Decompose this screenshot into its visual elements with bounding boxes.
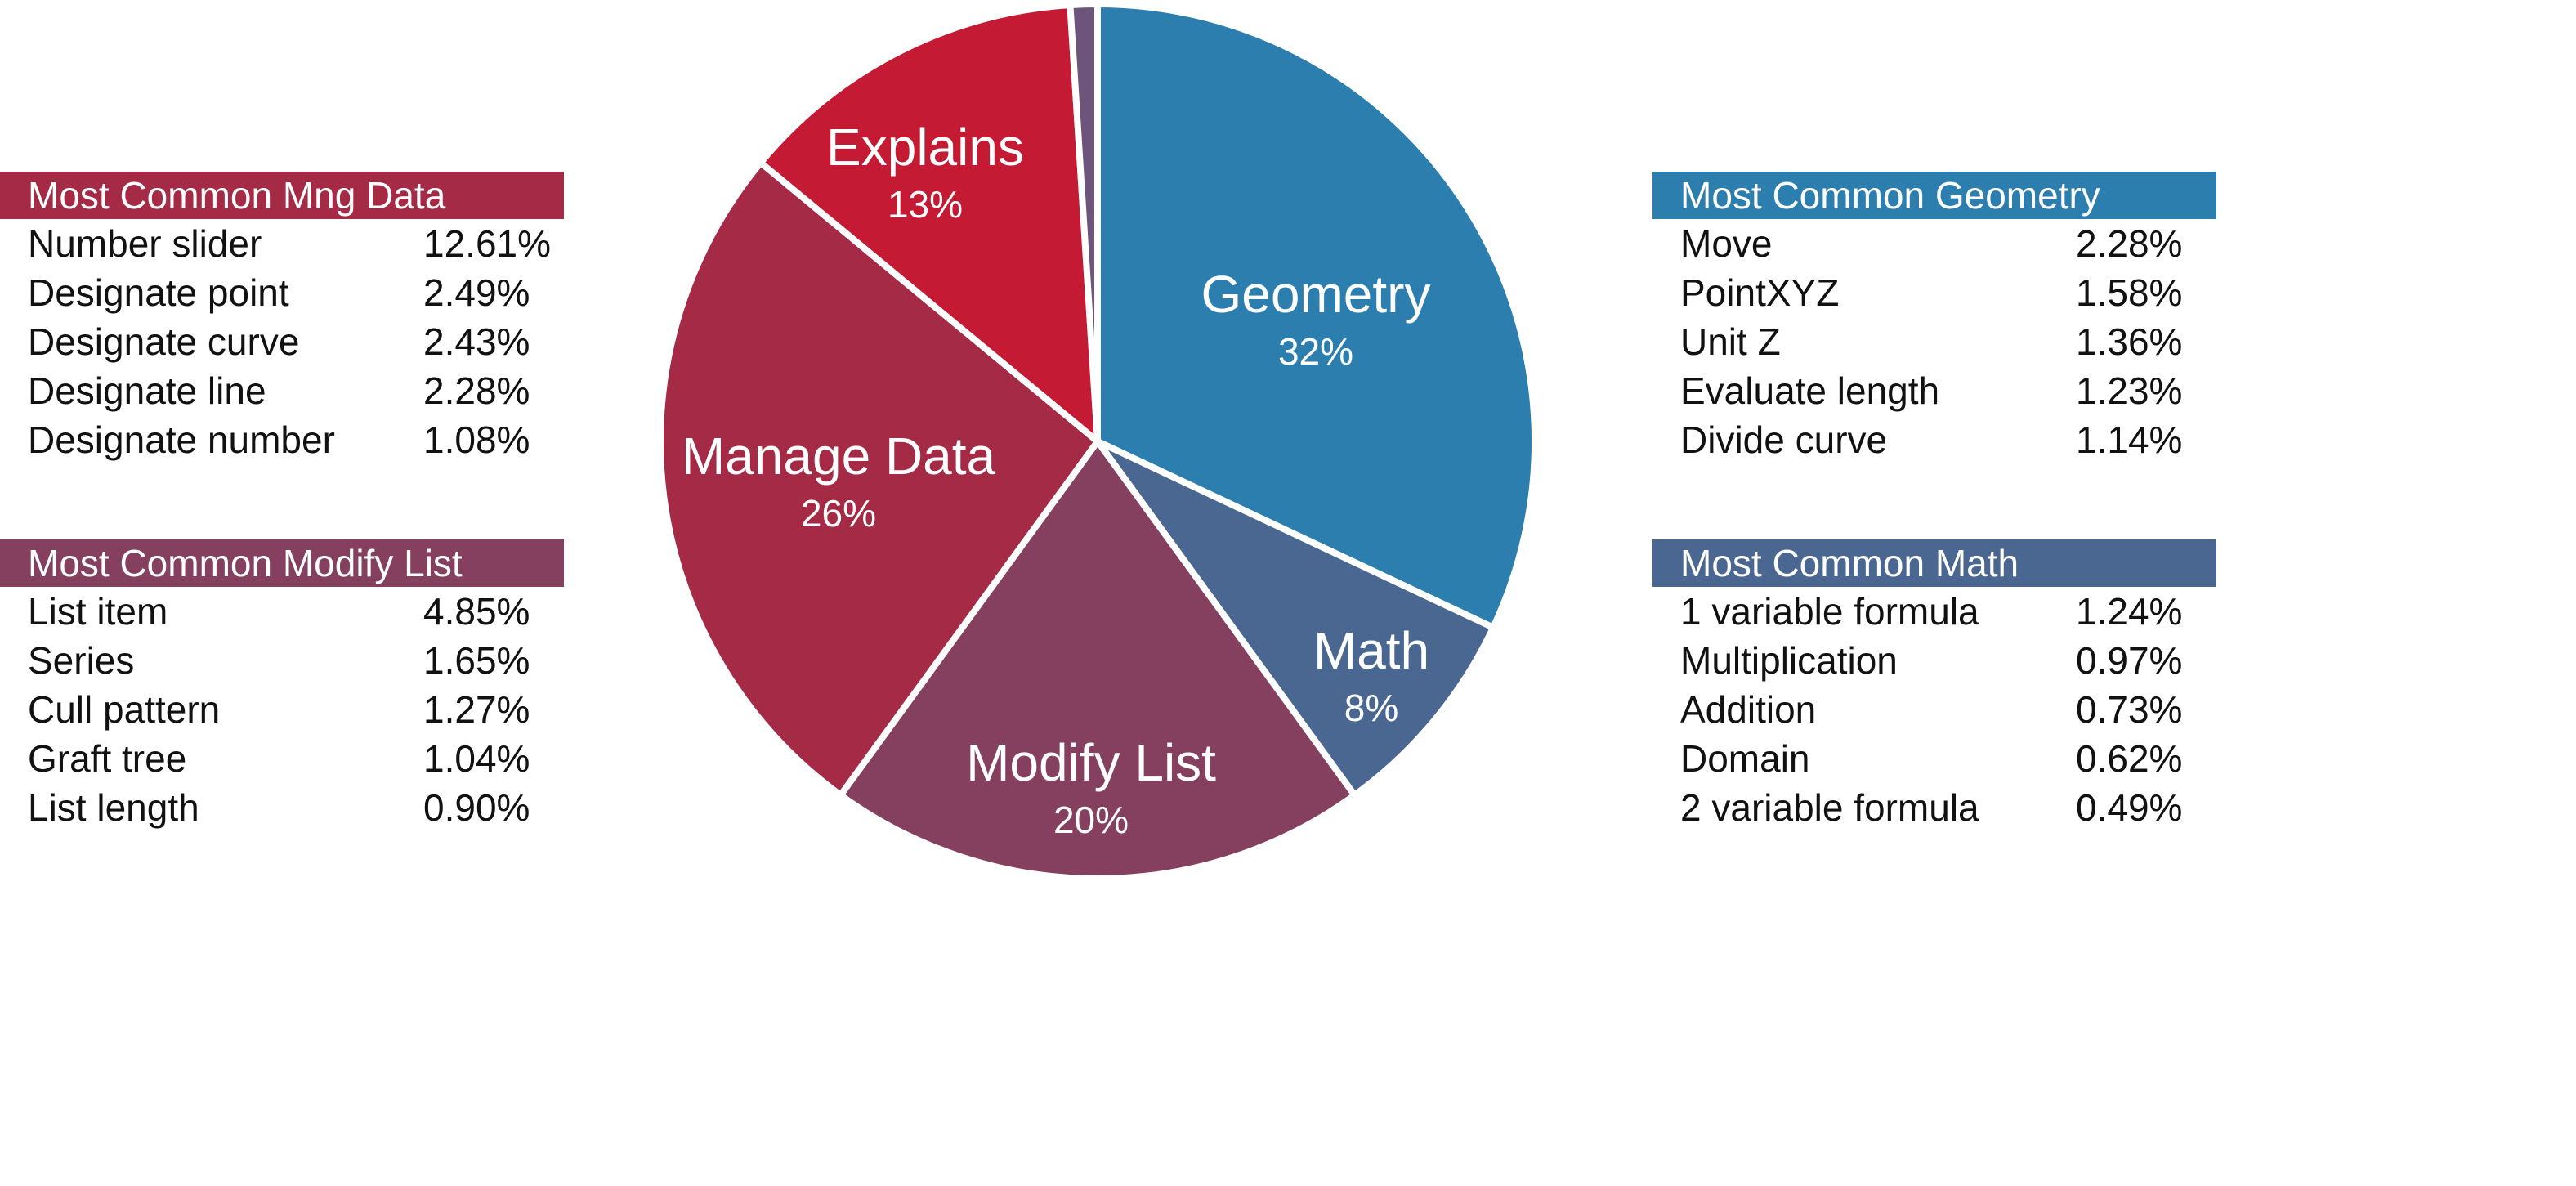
row-value: 1.24% <box>2076 590 2183 633</box>
pie-slice-manage-data <box>657 159 1101 799</box>
table-row: Cull pattern 1.27% <box>0 685 564 734</box>
pie-slice-geometry <box>1094 1 1538 631</box>
table-row: Unit Z 1.36% <box>1652 317 2216 366</box>
table-row: Graft tree 1.04% <box>0 734 564 783</box>
row-label: 1 variable formula <box>1680 590 1979 633</box>
row-value: 1.65% <box>423 639 530 682</box>
row-label: Cull pattern <box>28 688 221 731</box>
row-value: 0.49% <box>2076 786 2183 829</box>
slice-percent-label: 20% <box>1053 799 1129 841</box>
row-value: 1.23% <box>2076 369 2183 412</box>
pie-slice-modify-list <box>837 438 1358 882</box>
row-label: Graft tree <box>28 737 187 780</box>
table-row: Designate line 2.28% <box>0 366 564 415</box>
row-label: Divide curve <box>1680 418 1888 461</box>
table-row: Number slider 12.61% <box>0 219 564 268</box>
row-value: 1.58% <box>2076 271 2183 314</box>
slice-label: Manage Data <box>682 427 996 486</box>
slice-label: Geometry <box>1201 265 1431 324</box>
table-mng-data: Most Common Mng Data Number slider 12.61%… <box>0 172 564 464</box>
table-modify-list-title: Most Common Modify List <box>0 539 564 587</box>
row-label: List item <box>28 590 168 633</box>
row-label: PointXYZ <box>1680 271 1840 314</box>
table-row: Series 1.65% <box>0 636 564 685</box>
table-math: Most Common Math 1 variable formula 1.24%… <box>1652 539 2216 832</box>
table-row: List item 4.85% <box>0 587 564 636</box>
row-value: 1.27% <box>423 688 530 731</box>
table-row: Designate point 2.49% <box>0 268 564 317</box>
row-label: Addition <box>1680 688 1817 731</box>
row-value: 0.97% <box>2076 639 2183 682</box>
table-row: 1 variable formula 1.24% <box>1652 587 2216 636</box>
row-label: List length <box>28 786 199 829</box>
table-row: List length 0.90% <box>0 783 564 832</box>
table-modify-list: Most Common Modify List List item 4.85% Se… <box>0 539 564 832</box>
table-row: Designate number 1.08% <box>0 415 564 464</box>
row-value: 1.36% <box>2076 320 2183 363</box>
table-row: Evaluate length 1.23% <box>1652 366 2216 415</box>
row-value: 12.61% <box>423 222 552 265</box>
table-geometry-title: Most Common Geometry <box>1652 172 2216 219</box>
row-label: Domain <box>1680 737 1810 780</box>
row-label: Multiplication <box>1680 639 1898 682</box>
pie-slice-other <box>1067 1 1101 445</box>
table-row: Multiplication 0.97% <box>1652 636 2216 685</box>
slice-percent-label: 26% <box>801 492 876 535</box>
row-value: 0.90% <box>423 786 530 829</box>
row-label: Move <box>1680 222 1773 265</box>
row-label: 2 variable formula <box>1680 786 1979 829</box>
slice-label: Explains <box>826 118 1024 177</box>
row-label: Designate line <box>28 369 266 412</box>
row-value: 4.85% <box>423 590 530 633</box>
row-value: 2.43% <box>423 320 530 363</box>
table-row: PointXYZ 1.58% <box>1652 268 2216 317</box>
table-row: Move 2.28% <box>1652 219 2216 268</box>
slice-percent-label: 8% <box>1344 687 1398 729</box>
row-label: Series <box>28 639 135 682</box>
table-row: Addition 0.73% <box>1652 685 2216 734</box>
row-label: Evaluate length <box>1680 369 1940 412</box>
row-value: 0.73% <box>2076 688 2183 731</box>
row-value: 1.14% <box>2076 418 2183 461</box>
pie-slice-explains <box>757 2 1101 445</box>
table-row: Domain 0.62% <box>1652 734 2216 783</box>
slice-label: Math <box>1313 621 1429 680</box>
pie-slice-math <box>1094 438 1497 799</box>
table-row: Designate curve 2.43% <box>0 317 564 366</box>
table-math-title: Most Common Math <box>1652 539 2216 587</box>
row-label: Unit Z <box>1680 320 1781 363</box>
slice-label: Modify List <box>966 733 1216 792</box>
slice-percent-label: 32% <box>1278 330 1353 373</box>
table-row: Divide curve 1.14% <box>1652 415 2216 464</box>
row-value: 2.28% <box>2076 222 2183 265</box>
table-mng-data-title: Most Common Mng Data <box>0 172 564 219</box>
row-value: 0.62% <box>2076 737 2183 780</box>
row-value: 1.04% <box>423 737 530 780</box>
row-label: Designate point <box>28 271 289 314</box>
row-label: Designate number <box>28 418 335 461</box>
row-label: Designate curve <box>28 320 300 363</box>
slice-percent-label: 13% <box>888 183 963 226</box>
row-label: Number slider <box>28 222 262 265</box>
row-value: 1.08% <box>423 418 530 461</box>
row-value: 2.49% <box>423 271 530 314</box>
table-row: 2 variable formula 0.49% <box>1652 783 2216 832</box>
row-value: 2.28% <box>423 369 530 412</box>
table-geometry: Most Common Geometry Move 2.28% PointXYZ 1.… <box>1652 172 2216 464</box>
